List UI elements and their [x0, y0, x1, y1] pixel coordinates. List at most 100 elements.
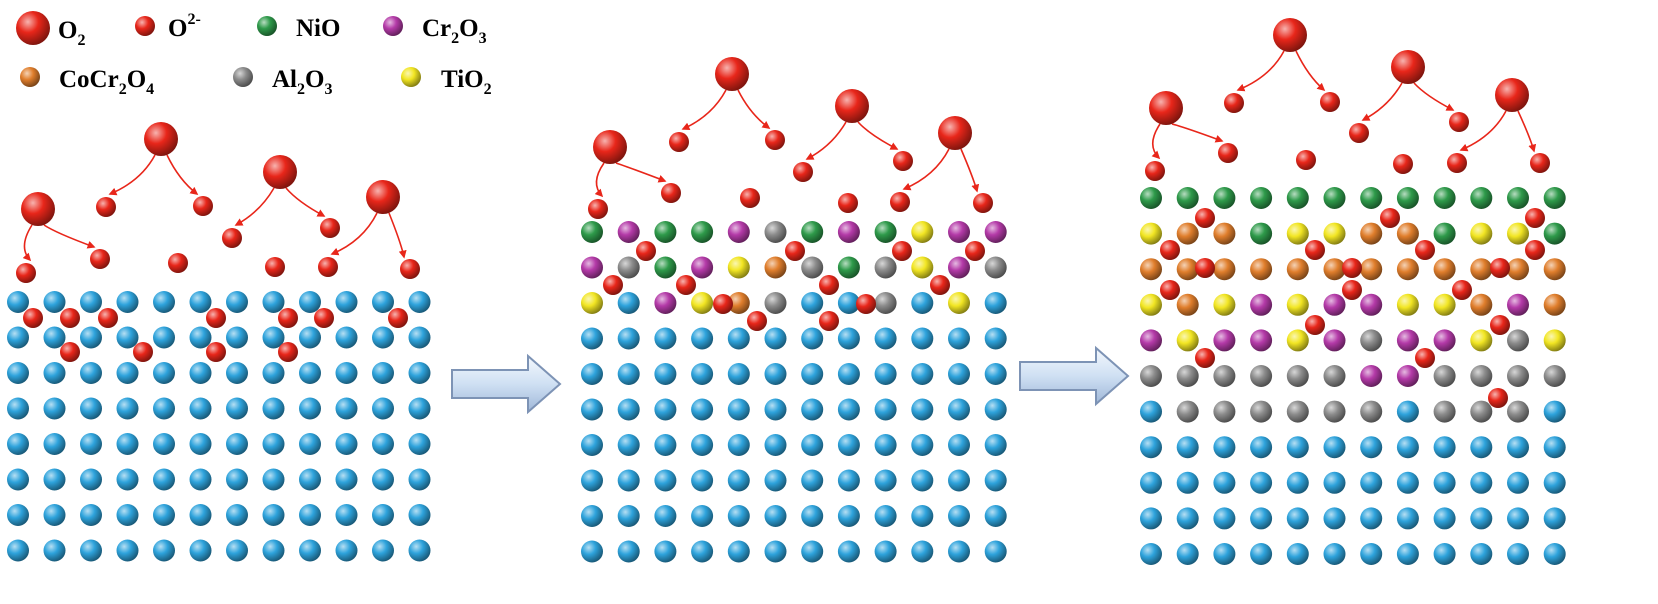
oxygen-ion — [222, 228, 242, 248]
cr2o3-particle — [727, 221, 750, 243]
o2-molecule — [1495, 78, 1529, 112]
cr2o3-particle — [1507, 293, 1529, 316]
substrate-atom — [984, 292, 1007, 314]
substrate-atom — [1140, 543, 1162, 565]
oxygen-ion — [1145, 161, 1165, 181]
substrate-atom — [1250, 543, 1273, 565]
substrate-atom — [874, 469, 897, 492]
substrate-atom — [948, 540, 970, 563]
substrate-atom — [1286, 543, 1309, 565]
tio2-particle — [1396, 293, 1419, 316]
substrate-atom — [874, 540, 897, 563]
substrate-atom — [408, 539, 431, 562]
tio2-particle — [1286, 329, 1309, 352]
al2o3-particle — [1507, 329, 1529, 352]
tio2-particle — [1176, 329, 1199, 352]
cocr2o4-particle — [727, 292, 750, 314]
oxygen-ion — [747, 311, 767, 331]
substrate-atom — [372, 291, 394, 313]
o2-molecule — [593, 130, 627, 164]
substrate-atom — [372, 539, 394, 562]
cocr2o4-particle — [764, 256, 787, 279]
oxygen-ion — [1305, 315, 1325, 335]
oxygen-ion — [1490, 258, 1510, 278]
substrate-atom — [116, 539, 139, 562]
dissociation-arrow — [960, 148, 980, 193]
substrate-atom — [764, 434, 787, 456]
substrate-atom — [226, 326, 248, 349]
cocr2o4-particle — [1213, 258, 1236, 281]
substrate-atom — [654, 398, 677, 421]
substrate-atom — [1396, 400, 1419, 423]
nio-particle — [874, 221, 897, 243]
legend-tio2-sub: 2 — [484, 81, 492, 98]
oxygen-ion — [1296, 150, 1316, 170]
substrate-atom — [116, 433, 139, 455]
substrate-atom — [1396, 436, 1419, 459]
substrate-atom — [727, 434, 750, 456]
cocr2o4-particle — [1176, 293, 1199, 316]
substrate-atom — [691, 327, 714, 350]
nio-particle — [1176, 187, 1199, 209]
legend-cocr2o4-tail-o: O — [127, 66, 146, 93]
oxygen-ion — [1195, 348, 1215, 368]
tio2-particle — [1286, 222, 1309, 245]
al2o3-particle — [874, 292, 897, 314]
substrate-atom — [764, 327, 787, 350]
oxygen-ion — [1224, 93, 1244, 113]
o2-molecule-icon — [16, 11, 50, 45]
substrate-atom — [911, 434, 934, 456]
oxygen-ion — [90, 249, 110, 269]
cocr2o4-particle — [1140, 258, 1162, 281]
substrate-atom — [801, 363, 824, 385]
substrate-atom — [764, 505, 787, 527]
substrate-atom — [335, 326, 358, 349]
substrate-atom — [691, 363, 714, 385]
substrate-atom — [984, 434, 1007, 456]
cr2o3-particle — [1250, 293, 1273, 316]
oxygen-ion — [278, 342, 298, 362]
dissociation-arrow — [1236, 50, 1285, 92]
oxygen-ion — [400, 259, 420, 279]
substrate-atom — [80, 397, 102, 420]
cocr2o4-particle — [1543, 258, 1566, 281]
substrate-atom — [984, 469, 1007, 492]
substrate-atom — [189, 326, 212, 349]
oxygen-ion — [856, 294, 876, 314]
substrate-atom — [654, 327, 677, 350]
oxygen-ion — [892, 241, 912, 261]
o2-molecule — [366, 180, 400, 214]
legend-cr2o3-base: Cr — [422, 15, 451, 42]
substrate-atom — [801, 327, 824, 350]
legend-cocr2o4-tail-4: 4 — [146, 81, 154, 98]
substrate-atom — [1470, 543, 1493, 565]
dissociation-arrow — [285, 187, 326, 217]
substrate-atom — [1213, 436, 1236, 459]
substrate-atom — [372, 397, 394, 420]
o2-molecule — [144, 122, 178, 156]
substrate-atom — [837, 469, 860, 492]
oxygen-ion — [890, 192, 910, 212]
substrate-atom — [911, 292, 934, 314]
dissociation-arrow — [1517, 110, 1537, 153]
tio2-particle — [948, 292, 970, 314]
substrate-atom — [335, 291, 358, 313]
oxygen-ion — [1195, 258, 1215, 278]
substrate-atom — [948, 434, 970, 456]
substrate-atom — [1250, 436, 1273, 459]
legend-item-al2o3: Al2O3 — [233, 66, 332, 98]
substrate-atom — [801, 292, 824, 314]
substrate-atom — [581, 327, 603, 350]
substrate-atom — [801, 434, 824, 456]
substrate-atom — [654, 434, 677, 456]
dissociation-arrow — [1413, 82, 1455, 111]
substrate-atom — [43, 291, 66, 313]
svg-text:NiO: NiO — [296, 15, 340, 42]
transition-arrow-2 — [1019, 345, 1130, 407]
substrate-atom — [262, 433, 285, 455]
substrate-atom — [874, 363, 897, 385]
substrate-atom — [984, 363, 1007, 385]
substrate-atom — [617, 540, 640, 563]
substrate-atom — [262, 468, 285, 491]
substrate-atom — [1507, 436, 1529, 459]
